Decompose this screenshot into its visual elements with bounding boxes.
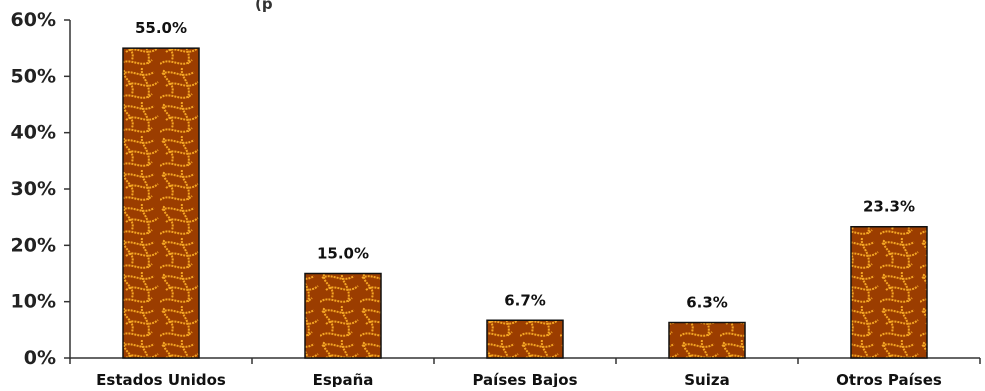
y-tick-label: 0% xyxy=(24,347,56,369)
bar-value-label: 6.7% xyxy=(504,291,546,309)
bar-series: 55.0% 15.0% 6.7% 6.3% 23.3% xyxy=(122,19,928,359)
bar xyxy=(122,47,200,359)
x-category-label: Otros Países xyxy=(836,371,942,387)
y-tick-label: 20% xyxy=(11,234,56,256)
bar xyxy=(486,319,564,359)
y-tick-label: 40% xyxy=(11,122,56,144)
x-category-label: España xyxy=(313,371,374,387)
x-category-label: Suiza xyxy=(684,371,729,387)
y-tick-label: 50% xyxy=(11,65,56,87)
bar-value-label: 23.3% xyxy=(863,198,915,216)
bar xyxy=(668,321,746,359)
y-tick-label: 60% xyxy=(11,9,56,31)
bar-value-label: 15.0% xyxy=(317,245,369,263)
bar-value-label: 6.3% xyxy=(686,294,728,312)
bar xyxy=(304,272,382,359)
x-category-label: Países Bajos xyxy=(472,371,577,387)
bar xyxy=(850,225,928,359)
y-tick-label: 30% xyxy=(11,178,56,200)
x-category-label: Estados Unidos xyxy=(96,371,226,387)
chart-title-fragment: (p xyxy=(255,0,273,13)
y-tick-label: 10% xyxy=(11,291,56,313)
bar-value-label: 55.0% xyxy=(135,19,187,37)
x-axis: Estados Unidos España Países Bajos Suiza Otr… xyxy=(69,357,981,389)
y-axis: 0% 10% 20% 30% 40% 50% 60% xyxy=(11,9,71,369)
